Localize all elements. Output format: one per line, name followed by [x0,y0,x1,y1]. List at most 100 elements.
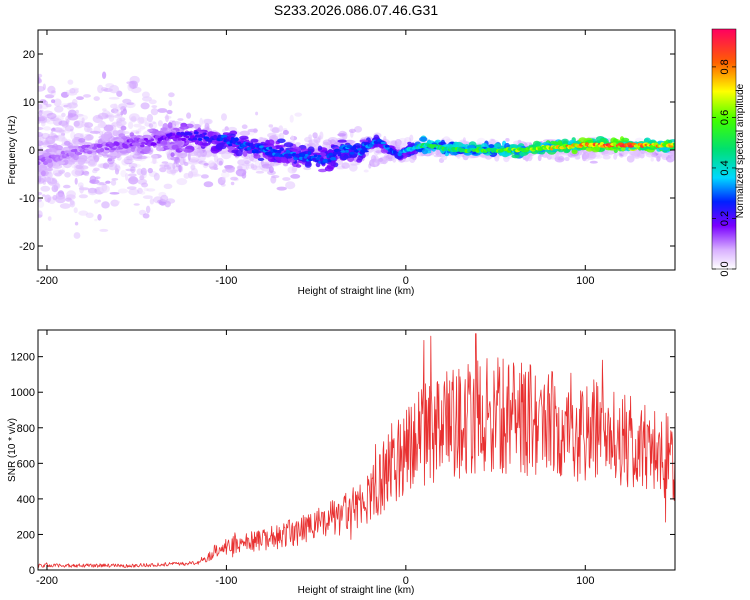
spectrogram-noise-blob [38,110,43,116]
spectrogram-noise-blob [110,179,117,186]
spectrogram-noise-blob [153,196,163,204]
spectrogram-noise-blob [99,228,109,232]
spectrogram-band-blob [519,151,525,157]
spectrogram-noise-blob [661,153,669,158]
spectrogram-ridge-mark [313,154,318,158]
spectrogram-noise-blob [93,96,100,101]
spectrogram-ridge-mark [156,141,161,144]
spectrogram-y-tick-label: -10 [19,193,35,205]
spectrogram-noise-blob [224,148,229,152]
spectrogram-noise-blob [123,159,135,163]
colorbar-tick-label: 0.4 [719,160,731,175]
spectrogram-noise-blob [396,144,401,151]
spectrogram-ridge-mark [264,151,271,156]
spectrogram-noise-blob [120,170,127,178]
spectrogram-noise-blob [157,108,168,113]
spectrogram-noise-blob [462,137,466,143]
spectrogram-band-blob [222,132,231,136]
spectrogram-ridge-mark [268,146,273,150]
spectrogram-noise-blob [126,186,137,190]
spectrogram-band-blob [337,139,347,143]
spectrogram-noise-blob [188,171,194,179]
spectrogram-noise-blob [38,115,48,124]
spectrogram-ridge-mark [122,144,129,149]
spectrogram-band-blob [64,140,71,146]
spectrogram-noise-blob [67,102,78,109]
snr-y-tick-label: 1200 [11,352,35,364]
spectrogram-noise-blob [382,160,387,165]
spectrogram-noise-blob [172,121,182,125]
spectrogram-noise-blob [166,169,177,175]
spectrogram-noise-blob [579,150,583,156]
spectrogram-noise-blob [98,182,104,185]
spectrogram-noise-blob [656,155,661,162]
spectrogram-noise-blob [295,142,301,146]
spectrogram-noise-blob [270,176,277,184]
spectrogram-ridge-mark [150,138,155,141]
spectrogram-y-tick-label: 20 [23,49,35,61]
spectrogram-noise-blob [163,183,173,189]
spectrogram-ridge-mark [100,147,105,153]
spectrogram-noise-blob [375,150,382,154]
spectrogram-noise-blob [188,157,199,163]
spectrogram-band-blob [54,144,63,151]
spectrogram-band-blob [318,168,327,173]
spectrogram-band-blob [56,150,62,154]
spectrogram-noise-blob [65,197,72,202]
spectrogram-noise-blob [42,126,52,131]
spectrogram-noise-blob [230,176,239,181]
spectrogram-noise-blob [52,168,60,172]
spectrogram-noise-blob [120,111,124,116]
colorbar-frame [711,28,737,270]
spectrogram-noise-blob [45,103,52,108]
spectrogram-noise-blob [174,156,181,164]
spectrogram-noise-blob [38,116,41,124]
spectrogram-noise-blob [94,176,101,180]
spectrogram-noise-blob [116,90,123,97]
spectrogram-noise-blob [77,114,88,121]
spectrogram-noise-blob [125,173,129,181]
spectrogram-noise-blob [47,85,56,94]
spectrogram-noise-blob [261,163,272,169]
spectrogram-band-blob [488,144,495,149]
snr-y-tick-label: 800 [17,423,35,435]
spectrogram-noise-blob [220,183,226,187]
spectrogram-noise-blob [179,157,185,166]
spectrogram-noise-blob [143,187,149,192]
snr-y-tick-label: 600 [17,458,35,470]
spectrogram-noise-blob [230,181,235,186]
spectrogram-noise-blob [589,160,598,164]
spectrogram-noise-blob [150,161,158,164]
spectrogram-noise-blob [142,96,152,102]
spectrogram-band-blob [407,141,412,146]
spectrogram-noise-blob [161,161,169,164]
spectrogram-band-blob [78,138,86,143]
spectrogram-noise-blob [199,117,203,126]
spectrogram-noise-blob [44,94,55,99]
spectrogram-noise-blob [114,165,121,169]
spectrogram-band-blob [38,147,44,155]
spectrogram-noise-blob [148,123,154,128]
spectrogram-marks [38,71,675,239]
spectrogram-band-blob [56,161,66,165]
spectrogram-ridge-mark [185,135,190,139]
colorbar-tick-label: 0.2 [719,211,731,226]
spectrogram-ridge-mark [327,159,332,163]
spectrogram-noise-blob [168,92,175,98]
spectrogram-band-blob [324,165,334,172]
spectrogram-noise-blob [97,112,109,120]
spectrogram-noise-blob [83,170,90,177]
spectrogram-band-blob [359,139,369,143]
spectrogram-ridge-mark [305,153,309,157]
spectrogram-band-blob [257,157,265,161]
spectrogram-noise-blob [112,114,123,118]
spectrogram-band-blob [160,127,168,131]
spectrogram-noise-blob [137,127,141,135]
spectrogram-ridge-mark [187,132,193,136]
spectrogram-band-blob [253,153,261,159]
spectrogram-noise-blob [230,169,235,173]
spectrogram-noise-blob [574,155,581,160]
spectrogram-noise-blob [55,129,65,133]
spectrogram-x-axis-label: Height of straight line (km) [298,286,415,297]
